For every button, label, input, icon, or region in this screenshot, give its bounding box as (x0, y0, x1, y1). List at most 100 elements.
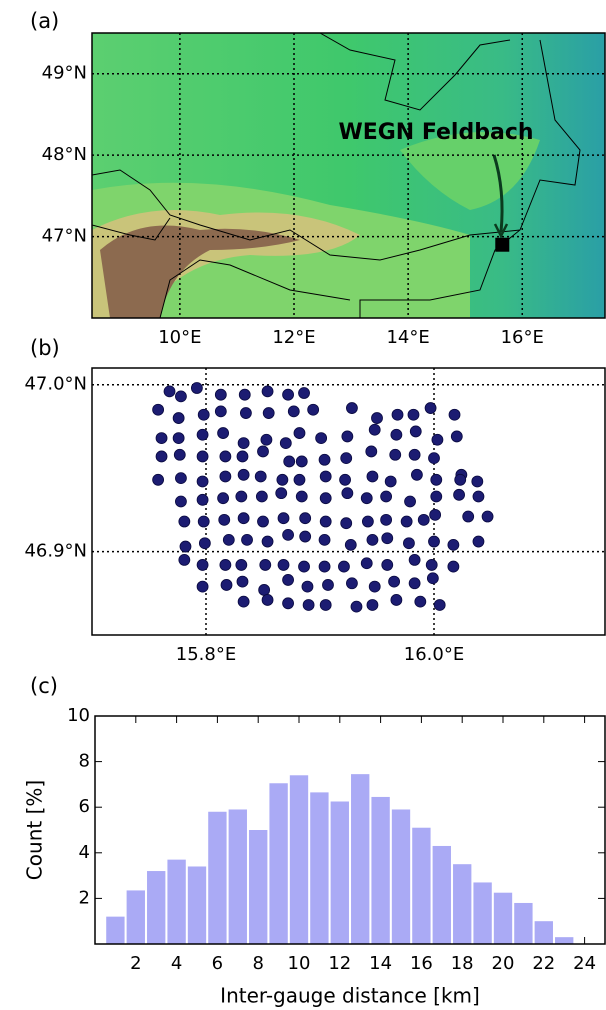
figure: (a) (b) (c) WEGN Feldbach 10°E12°E14°E16… (0, 0, 606, 1010)
gauge-point (238, 469, 249, 480)
gauge-point (283, 574, 294, 585)
gauge-point (392, 409, 403, 420)
gauge-point (431, 491, 442, 502)
gauge-point (236, 559, 247, 570)
x-tick-label: 6 (212, 953, 223, 974)
gauge-point (342, 488, 353, 499)
gauge-point (345, 539, 356, 550)
gauge-point (401, 516, 412, 527)
histogram-bar (147, 871, 165, 944)
gauge-point (341, 453, 352, 464)
y-axis-label: Count [%] (23, 780, 47, 880)
gauge-point (283, 389, 294, 400)
gauge-point (320, 599, 331, 610)
histogram-bar (535, 921, 553, 944)
gauge-point (260, 559, 271, 570)
histogram-bar (433, 846, 451, 944)
gauge-point (283, 529, 294, 540)
gauge-point (236, 491, 247, 502)
gauge-point (220, 559, 231, 570)
y-tick-label: 47°N (42, 226, 87, 247)
gauge-point (351, 601, 362, 612)
gauge-point (261, 434, 272, 445)
gauge-point (432, 434, 443, 445)
x-tick-label: 18 (451, 953, 474, 974)
gauge-point (276, 488, 287, 499)
gauge-point (382, 533, 393, 544)
gauge-point (156, 433, 167, 444)
y-tick-label: 47.0°N (24, 374, 87, 395)
x-tick-label: 22 (532, 953, 555, 974)
gauge-point (448, 539, 459, 550)
gauge-point (391, 594, 402, 605)
gauge-point (175, 473, 186, 484)
gauge-point (221, 579, 232, 590)
gauge-point (299, 561, 310, 572)
histogram-bar (127, 890, 145, 944)
gauge-point (418, 514, 429, 525)
gauge-point (240, 408, 251, 419)
gauge-point (197, 429, 208, 440)
gauge-point (405, 496, 416, 507)
histogram-bar (555, 937, 573, 944)
gauge-point (198, 409, 209, 420)
gauge-point (408, 409, 419, 420)
gauge-point (369, 581, 380, 592)
gauge-point (319, 534, 330, 545)
gauge-point (411, 469, 422, 480)
gauge-point (381, 514, 392, 525)
panel-label: (c) (30, 674, 58, 698)
gauge-point (256, 491, 267, 502)
gauge-point (316, 433, 327, 444)
histogram-bar (249, 830, 267, 944)
x-tick-label: 16°E (501, 327, 544, 348)
gauge-point (294, 428, 305, 439)
gauge-point (429, 453, 440, 464)
gauge-point (320, 471, 331, 482)
gauge-point (175, 496, 186, 507)
gauge-point (341, 518, 352, 529)
gauge-point (242, 534, 253, 545)
gauge-point (320, 493, 331, 504)
gauge-point (238, 596, 249, 607)
gauge-point (473, 536, 484, 547)
x-tick-label: 10 (288, 953, 311, 974)
location-marker (495, 238, 509, 252)
gauge-point (367, 471, 378, 482)
gauge-point (197, 581, 208, 592)
panel-label: (b) (30, 336, 60, 360)
x-axis-label: Inter-gauge distance [km] (220, 984, 480, 1008)
gauge-point (280, 438, 291, 449)
gauge-point (429, 536, 440, 547)
gauge-point (448, 561, 459, 572)
histogram-bar (351, 774, 369, 944)
gauge-point (431, 474, 442, 485)
gauge-point (427, 573, 438, 584)
gauge-point (218, 428, 229, 439)
y-tick-label: 4 (79, 842, 90, 863)
histogram-bar (167, 860, 185, 944)
gauge-point (284, 456, 295, 467)
x-tick-label: 8 (252, 953, 263, 974)
y-tick-label: 2 (79, 887, 90, 908)
histogram-bar (269, 783, 287, 944)
gauge-point (381, 491, 392, 502)
gauge-point (303, 599, 314, 610)
gauge-point (426, 559, 437, 570)
gauge-point (239, 389, 250, 400)
gauge-point (340, 474, 351, 485)
gauge-point (362, 516, 373, 527)
x-tick-label: 24 (573, 953, 596, 974)
panel-label: (a) (30, 9, 59, 33)
x-tick-label: 10°E (158, 327, 201, 348)
gauge-point (454, 489, 465, 500)
histogram-bar (106, 917, 124, 944)
gauge-point (455, 474, 466, 485)
gauge-point (299, 388, 310, 399)
y-tick-label: 48°N (42, 144, 87, 165)
gauge-point (153, 404, 164, 415)
gauge-point (369, 424, 380, 435)
gauge-point (409, 578, 420, 589)
gauge-point (346, 578, 357, 589)
gauge-point (179, 516, 190, 527)
